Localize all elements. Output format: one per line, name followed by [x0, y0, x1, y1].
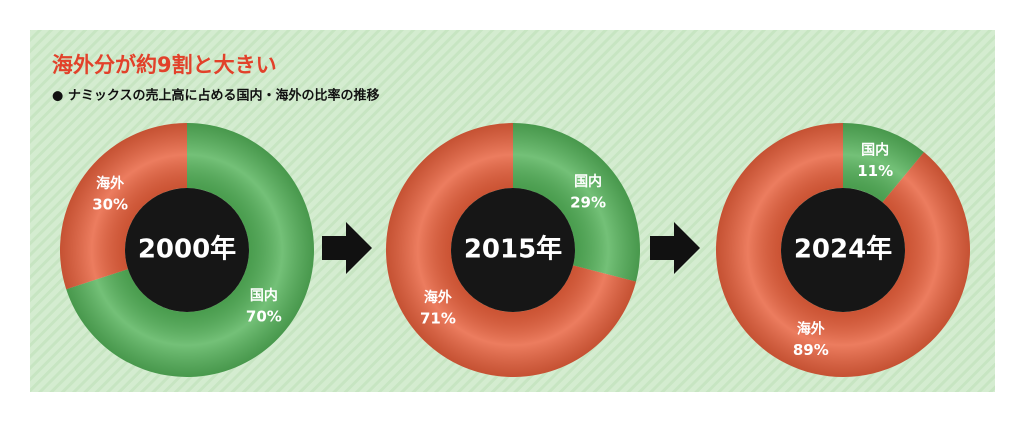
value-label: 89%	[793, 341, 829, 359]
title: 海外分が約9割と大きい	[52, 53, 277, 77]
arrow	[650, 222, 700, 274]
donut-hole	[781, 188, 905, 312]
value-label: 11%	[857, 162, 893, 180]
donut-hole	[451, 188, 575, 312]
value-label: 71%	[420, 310, 456, 328]
category-label: 国内	[861, 142, 889, 159]
arrow	[322, 222, 372, 274]
category-label: 国内	[250, 287, 278, 304]
center-label: 2015年	[464, 234, 562, 265]
value-label: 30%	[92, 196, 128, 214]
category-label: 国内	[574, 173, 602, 190]
center-label: 2000年	[138, 234, 236, 265]
donut-hole	[125, 188, 249, 312]
category-label: 海外	[96, 175, 124, 192]
center-label: 2024年	[794, 234, 892, 265]
value-label: 29%	[570, 193, 606, 211]
category-label: 海外	[424, 289, 452, 306]
value-label: 70%	[246, 307, 282, 325]
category-label: 海外	[797, 320, 825, 337]
subtitle: ● ナミックスの売上高に占める国内・海外の比率の推移	[52, 88, 379, 104]
